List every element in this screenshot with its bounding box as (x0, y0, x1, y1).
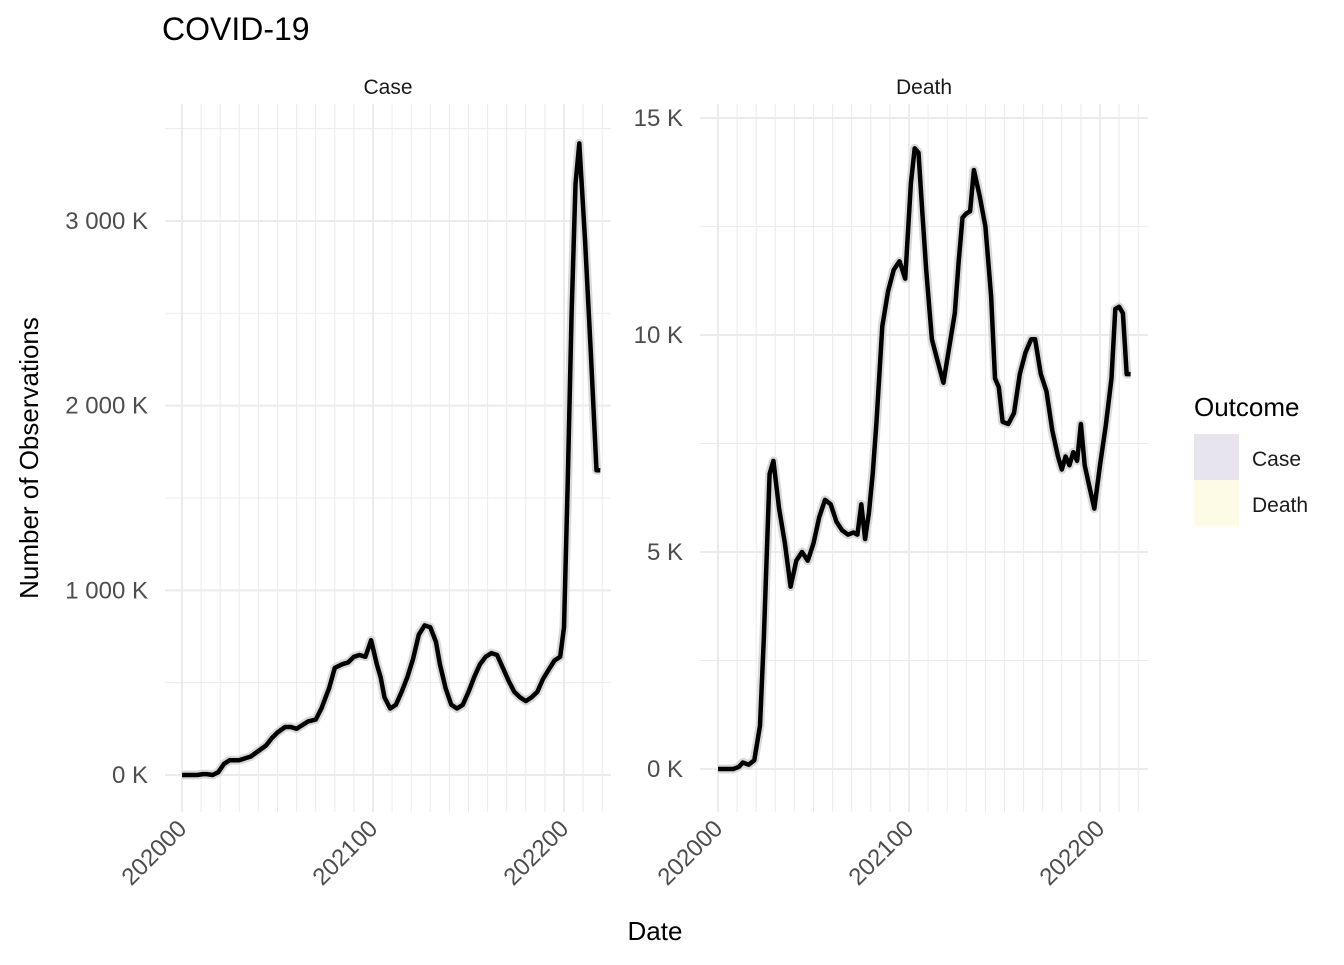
x-tick-label: 202200 (1035, 815, 1111, 891)
x-tick-label: 202100 (844, 815, 920, 891)
y-tick-label: 10 K (634, 322, 683, 349)
legend-label-death: Death (1252, 494, 1308, 517)
panel-case: Case 0 K 1 000 K 2 000 K 3 000 K 202000 202100… (65, 76, 611, 891)
y-tick-label: 5 K (647, 539, 683, 566)
strip-label-death: Death (896, 76, 952, 99)
panel-death: Death 0 K 5 K 10 K 15 K 202000 202100 202200 (634, 76, 1148, 891)
strip-label-case: Case (363, 76, 412, 99)
y-tick-label: 1 000 K (65, 577, 148, 604)
y-tick-label: 3 000 K (65, 208, 148, 235)
x-tick-label: 202000 (653, 815, 729, 891)
x-tick-label: 202000 (117, 815, 193, 891)
y-tick-label: 2 000 K (65, 393, 148, 420)
y-tick-label: 0 K (647, 756, 683, 783)
legend-key-death (1194, 480, 1239, 526)
legend-label-case: Case (1252, 448, 1301, 471)
legend: Outcome Case Death (1194, 392, 1308, 526)
panels-layer: Case 0 K 1 000 K 2 000 K 3 000 K 202000 202100… (65, 76, 1148, 891)
legend-title: Outcome (1194, 392, 1300, 422)
legend-key-case (1194, 434, 1239, 480)
x-tick-label: 202100 (308, 815, 384, 891)
x-tick-label: 202200 (499, 815, 575, 891)
y-tick-label: 0 K (112, 762, 148, 789)
y-tick-label: 15 K (634, 105, 683, 132)
x-axis-title: Date (628, 916, 683, 946)
y-axis-title: Number of Observations (14, 317, 44, 599)
chart-title: COVID-19 (162, 11, 310, 47)
series-line-death (718, 146, 1131, 772)
series-halo-case (182, 138, 601, 780)
series-line-case (182, 141, 601, 778)
